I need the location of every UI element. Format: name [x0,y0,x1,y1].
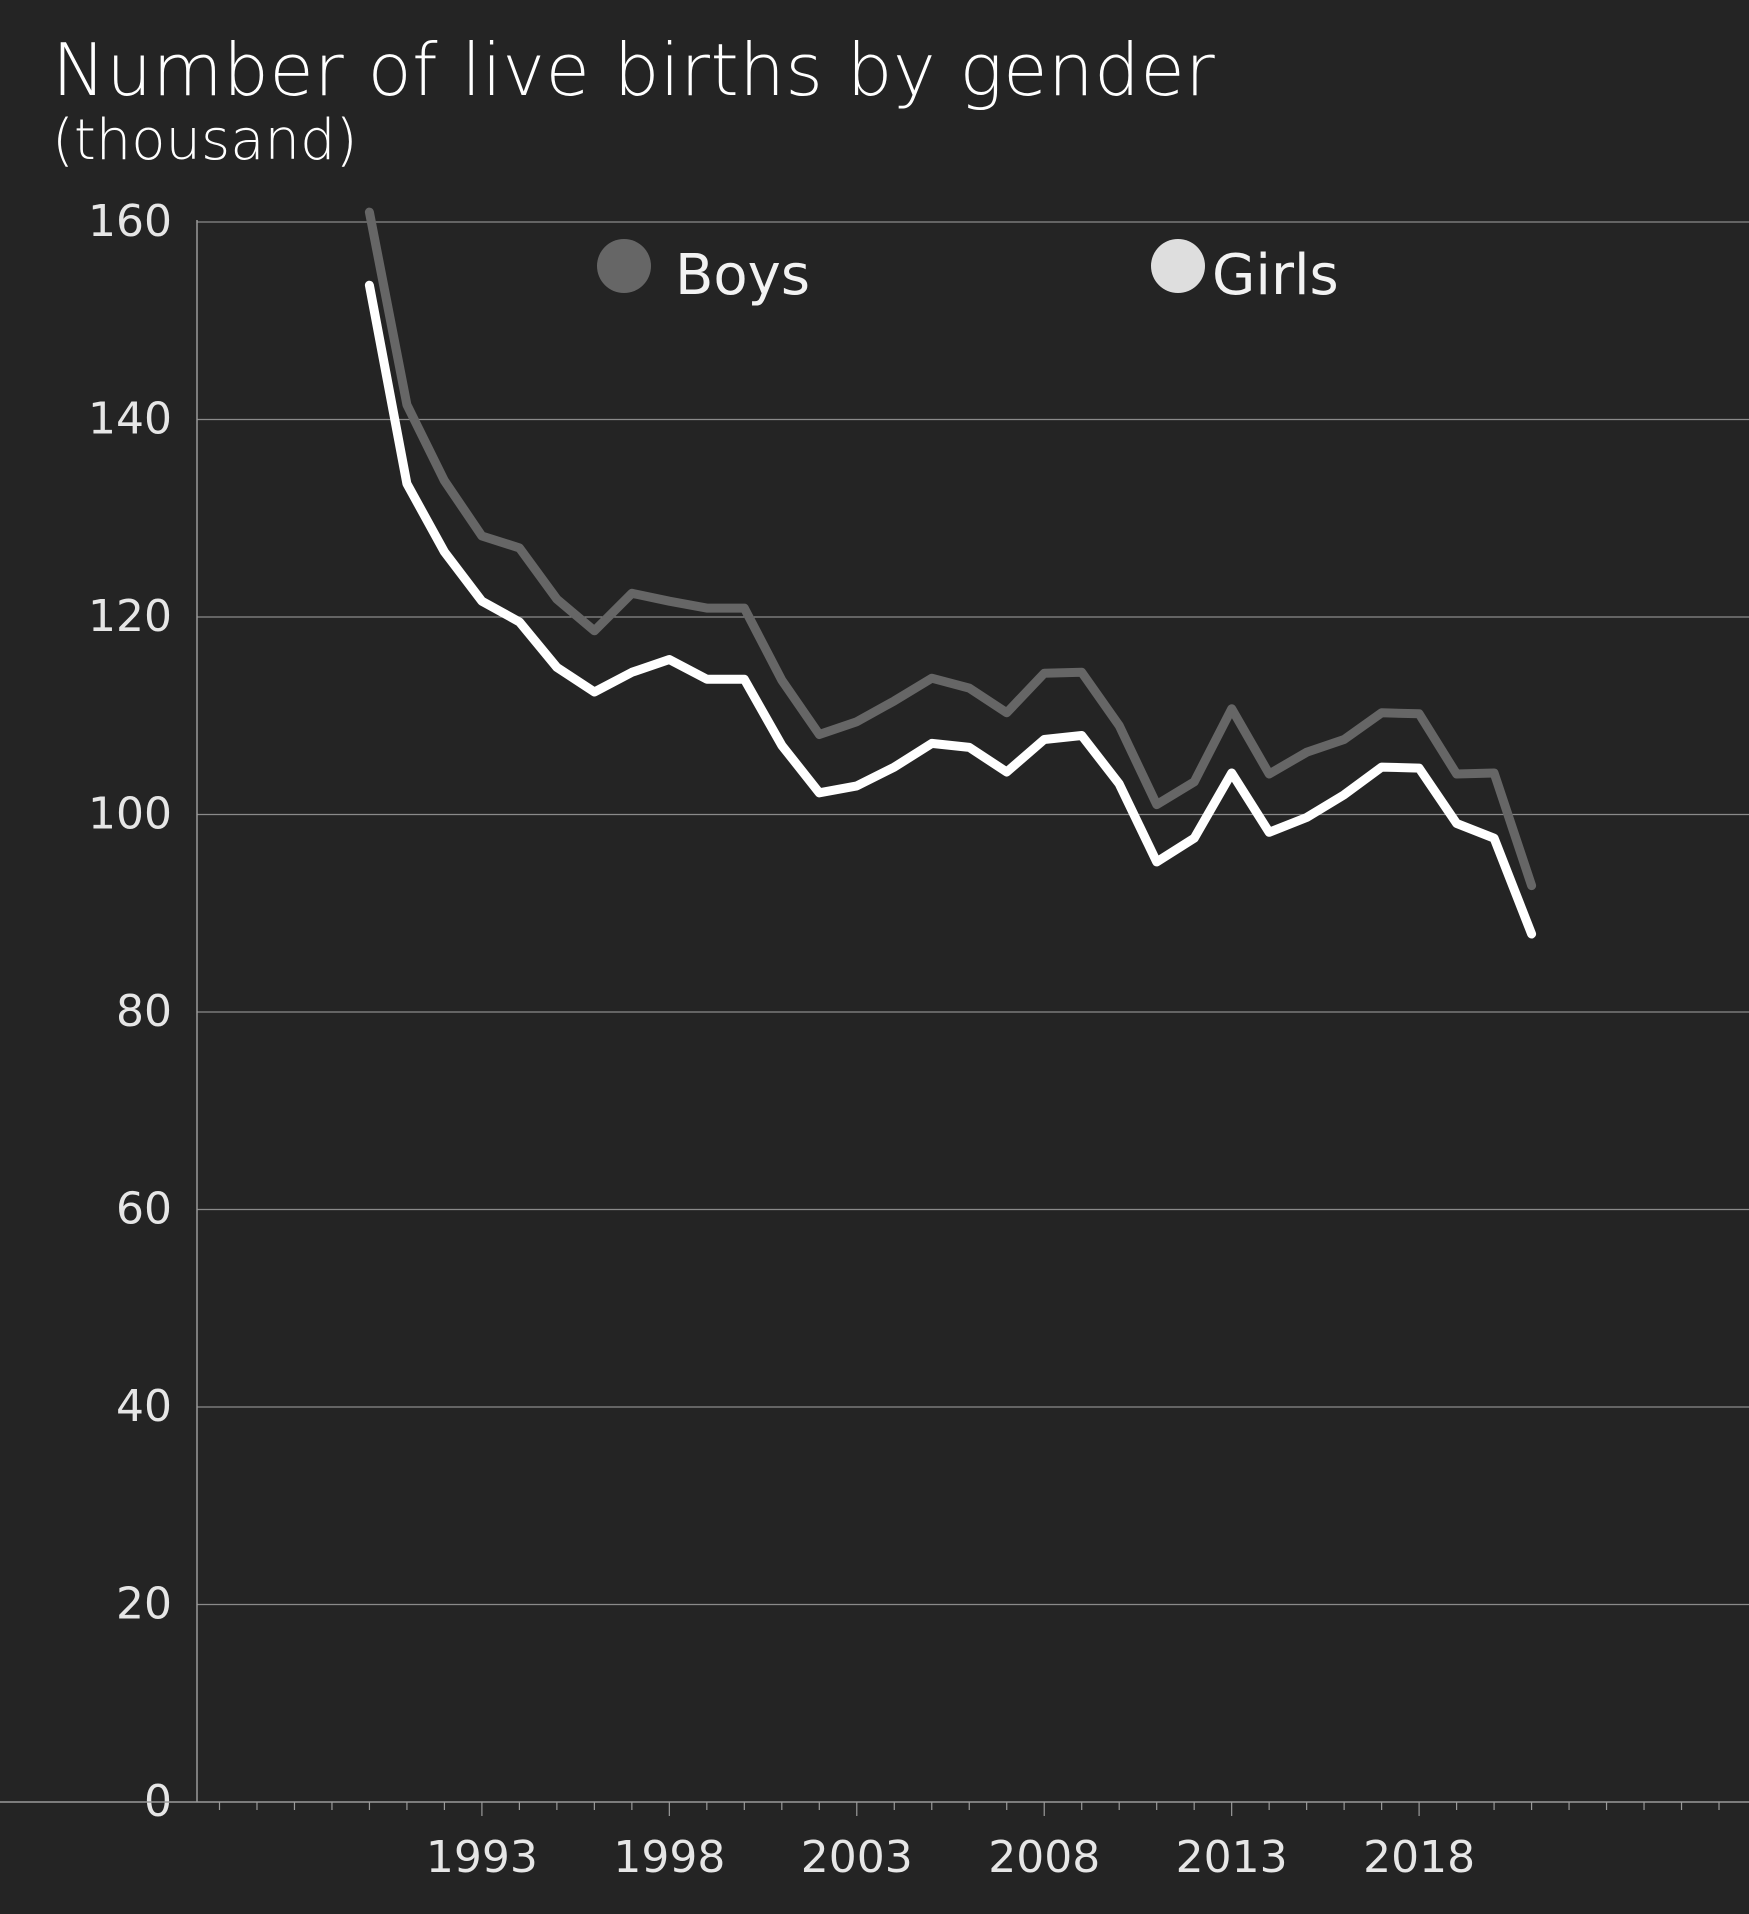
y-tick-label-60: 60 [116,1184,172,1235]
y-tick-label-100: 100 [88,789,172,840]
x-tick-label-2018: 2018 [1363,1832,1475,1883]
x-tick-label-1993: 1993 [426,1832,538,1883]
chart-subtitle: (thousand) [52,108,358,173]
x-tick-label-1998: 1998 [613,1832,725,1883]
y-tick-label-120: 120 [88,591,172,642]
x-tick-label-2003: 2003 [801,1832,913,1883]
legend-marker-boys [597,239,651,293]
x-tick-label-2008: 2008 [988,1832,1100,1883]
y-tick-label-20: 20 [116,1579,172,1630]
y-tick-label-40: 40 [116,1381,172,1432]
y-tick-label-80: 80 [116,986,172,1037]
legend-marker-girls [1151,239,1205,293]
y-tick-label-140: 140 [88,394,172,445]
x-tick-label-2013: 2013 [1176,1832,1288,1883]
legend-label-boys: Boys [675,243,810,308]
legend-label-girls: Girls [1212,243,1339,308]
series-line-boys [364,207,1537,891]
y-tick-label-160: 160 [88,196,172,247]
chart-title: Number of live births by gender [52,28,1216,112]
series-line-girls [364,280,1537,939]
